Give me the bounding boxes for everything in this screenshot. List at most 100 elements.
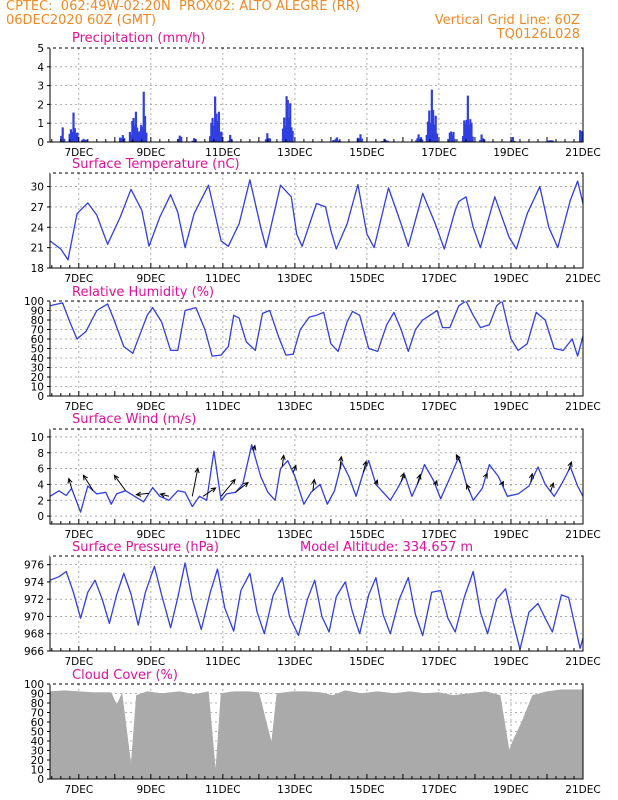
- panel-3: Relative Humidity (%) 0102030405060708090…: [24, 285, 601, 413]
- precip-bar: [435, 133, 439, 142]
- precip-bar: [286, 100, 289, 142]
- precip-bar: [143, 115, 147, 142]
- x-tick-label: 19DEC: [493, 147, 528, 159]
- wind-arrow-head: [280, 454, 286, 461]
- x-tick-label: 9DEC: [136, 784, 165, 796]
- precip-bar: [71, 132, 74, 142]
- x-tick-label: 9DEC: [136, 401, 165, 413]
- precip-bar: [463, 120, 466, 142]
- panel-title: Surface Wind (m/s): [72, 412, 196, 427]
- precip-bar: [211, 117, 214, 142]
- precip-bar: [479, 140, 482, 142]
- y-tick-label: 0: [37, 511, 44, 523]
- precip-bar: [60, 135, 63, 142]
- precip-bar: [128, 131, 132, 142]
- precip-bar: [464, 124, 467, 142]
- precip-bar: [425, 134, 428, 142]
- x-tick-label: 15DEC: [349, 529, 384, 541]
- wind-arrow-head: [499, 480, 504, 487]
- y-tick-label: 2: [37, 495, 44, 507]
- y-tick-label: 21: [31, 243, 44, 255]
- precip-bar: [74, 132, 78, 142]
- y-tick-label: 60: [31, 717, 44, 729]
- precip-bar: [266, 133, 269, 142]
- precip-bar: [291, 130, 294, 142]
- y-tick-label: 3: [37, 81, 44, 93]
- precip-bar: [227, 140, 230, 142]
- precip-bar: [449, 131, 453, 142]
- x-tick-label: 7DEC: [64, 529, 93, 541]
- y-tick-label: 50: [31, 344, 44, 356]
- precip-bar: [264, 139, 268, 142]
- wind-arrow: [68, 478, 73, 489]
- y-tick-label: 30: [31, 746, 44, 758]
- precip-bar: [81, 139, 84, 142]
- precip-bar: [360, 138, 363, 142]
- wind-arrow-head: [549, 482, 555, 489]
- wind-arrow: [235, 482, 249, 493]
- precip-bar: [581, 131, 584, 142]
- x-tick-label: 21DEC: [565, 784, 600, 796]
- wind-arrow: [416, 474, 421, 485]
- wind-arrow-head: [311, 478, 317, 485]
- y-tick-label: 966: [24, 646, 44, 658]
- y-tick-label: 100: [24, 679, 44, 691]
- precip-bar: [281, 128, 285, 142]
- precip-bar: [119, 137, 122, 142]
- wind-arrow-head: [567, 460, 573, 468]
- wind-arrow: [281, 455, 285, 467]
- precip-bar: [511, 137, 514, 142]
- precip-bar: [61, 127, 64, 142]
- y-tick-label: 976: [24, 560, 44, 572]
- precip-bar: [290, 127, 293, 142]
- y-tick-label: 24: [31, 222, 45, 234]
- precip-bar: [358, 138, 361, 142]
- precip-bar: [136, 127, 139, 142]
- precip-bar: [215, 113, 218, 142]
- wind-arrow-head: [373, 479, 379, 486]
- wind-arrow: [550, 482, 554, 492]
- y-tick-label: 6: [37, 464, 44, 476]
- precip-bar: [283, 117, 286, 142]
- x-tick-label: 17DEC: [421, 273, 456, 285]
- y-tick-label: 20: [31, 755, 44, 767]
- panel-frame: [49, 555, 584, 652]
- x-tick-label: 19DEC: [493, 401, 528, 413]
- precip-bar: [337, 140, 340, 142]
- x-tick-label: 21DEC: [565, 147, 600, 159]
- y-tick-label: 80: [31, 315, 44, 327]
- x-tick-label: 21DEC: [565, 529, 600, 541]
- wind-arrow-head: [291, 464, 297, 471]
- precip-bar: [134, 111, 138, 142]
- y-tick-label: 10: [31, 432, 44, 444]
- y-tick-label: 70: [31, 708, 44, 720]
- x-tick-label: 21DEC: [565, 273, 600, 285]
- precip-bar: [332, 140, 335, 142]
- y-tick-label: 90: [31, 306, 44, 318]
- x-tick-label: 19DEC: [493, 784, 528, 796]
- x-tick-label: 21DEC: [565, 656, 600, 668]
- wind-arrow-head: [362, 460, 368, 467]
- header-grid-note: Vertical Grid Line: 60Z: [434, 13, 580, 28]
- x-tick-label: 13DEC: [277, 656, 312, 668]
- precip-bar: [415, 140, 418, 142]
- wind-arrow: [220, 479, 236, 497]
- x-tick-label: 15DEC: [349, 273, 384, 285]
- precip-bar: [120, 138, 123, 142]
- y-tick-label: 20: [31, 372, 44, 384]
- wind-arrow-head: [528, 472, 535, 479]
- series-line: [49, 562, 584, 650]
- precip-bar: [214, 96, 217, 142]
- precip-bar: [132, 117, 135, 142]
- precip-bar: [130, 134, 133, 142]
- x-tick-label: 13DEC: [277, 401, 312, 413]
- precip-bar: [465, 119, 468, 142]
- panel-1: Precipitation (mm/h) 0 1 2 3 4 5 7DEC 9DEC 11DEC 1…: [37, 31, 600, 159]
- y-tick-label: 970: [24, 611, 44, 623]
- y-tick-label: 972: [24, 594, 44, 606]
- precip-bar: [121, 135, 124, 142]
- precip-bar: [385, 140, 388, 142]
- x-tick-label: 17DEC: [421, 529, 456, 541]
- precip-bar: [461, 136, 465, 142]
- y-tick-label: 5: [37, 43, 44, 55]
